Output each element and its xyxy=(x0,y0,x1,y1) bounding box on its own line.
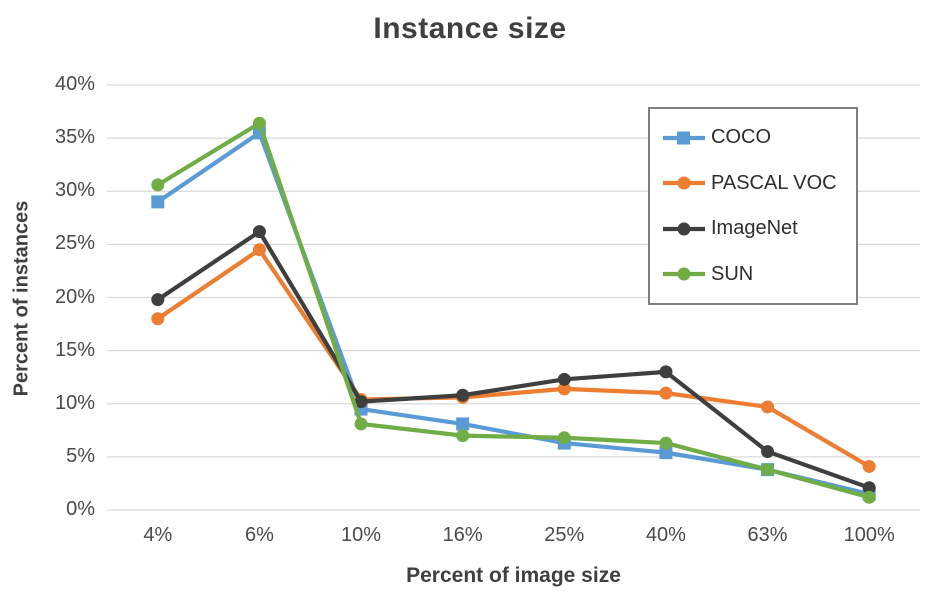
chart-title: Instance size xyxy=(373,12,567,45)
x-tick-label: 100% xyxy=(843,524,895,546)
data-point-coco xyxy=(659,446,673,460)
legend-label: COCO xyxy=(711,126,771,149)
data-point-imagenet xyxy=(151,293,165,307)
data-point-pascal-voc xyxy=(862,459,876,473)
data-point-imagenet xyxy=(557,372,571,386)
y-tick-label: 15% xyxy=(54,338,95,361)
data-point-pascal-voc xyxy=(659,386,673,400)
y-tick-label: 5% xyxy=(66,444,95,467)
y-tick-label: 25% xyxy=(54,232,95,255)
data-point-imagenet xyxy=(456,388,470,402)
x-tick-label: 40% xyxy=(645,524,686,546)
data-point-imagenet xyxy=(862,481,876,495)
legend-item-pascal-voc: PASCAL VOC xyxy=(662,172,856,195)
series-line-pascal-voc xyxy=(155,247,872,469)
legend-item-imagenet: ImageNet xyxy=(662,217,856,240)
data-point-imagenet xyxy=(252,225,266,239)
data-point-pascal-voc xyxy=(557,382,571,396)
data-point-pascal-voc xyxy=(252,243,266,257)
series-line-imagenet xyxy=(155,229,872,490)
legend-label: PASCAL VOC xyxy=(711,171,837,194)
y-tick-label: 20% xyxy=(54,285,95,308)
x-tick-label: 63% xyxy=(747,524,788,546)
legend-label: ImageNet xyxy=(711,217,798,240)
x-tick-label: 16% xyxy=(442,524,483,546)
data-point-sun xyxy=(761,463,775,477)
x-axis-title: Percent of image size xyxy=(406,564,621,587)
legend: COCO PASCAL VOC ImageNet SUN xyxy=(648,107,858,305)
data-point-coco xyxy=(151,195,165,209)
legend-marker-square-icon xyxy=(663,131,705,145)
data-point-imagenet xyxy=(761,445,775,459)
data-point-sun xyxy=(557,431,571,445)
data-point-sun xyxy=(151,178,165,192)
data-point-sun xyxy=(659,436,673,450)
x-tick-label: 6% xyxy=(244,524,274,546)
data-point-sun xyxy=(456,429,470,443)
y-tick-label: 40% xyxy=(54,73,95,95)
x-tick-label: 10% xyxy=(341,524,382,546)
data-point-sun xyxy=(862,490,876,504)
y-tick-label: 35% xyxy=(54,126,95,149)
data-point-sun xyxy=(354,417,368,431)
legend-label: SUN xyxy=(711,262,754,285)
data-point-coco xyxy=(456,417,470,431)
legend-marker-circle-icon xyxy=(663,222,705,236)
legend-item-coco: COCO xyxy=(662,126,856,149)
data-point-sun xyxy=(252,116,266,130)
x-tick-label: 25% xyxy=(544,524,585,546)
legend-item-sun: SUN xyxy=(662,263,856,286)
y-tick-label: 30% xyxy=(54,179,95,202)
legend-marker-circle-icon xyxy=(663,176,705,190)
y-tick-label: 0% xyxy=(66,498,95,520)
x-tick-label: 4% xyxy=(143,524,173,546)
data-point-imagenet xyxy=(354,395,368,409)
data-point-imagenet xyxy=(659,365,673,379)
series-line-sun xyxy=(155,121,872,500)
data-point-pascal-voc xyxy=(151,312,165,326)
data-point-pascal-voc xyxy=(761,400,775,414)
legend-marker-circle-icon xyxy=(663,267,705,281)
y-tick-label: 10% xyxy=(54,391,95,414)
